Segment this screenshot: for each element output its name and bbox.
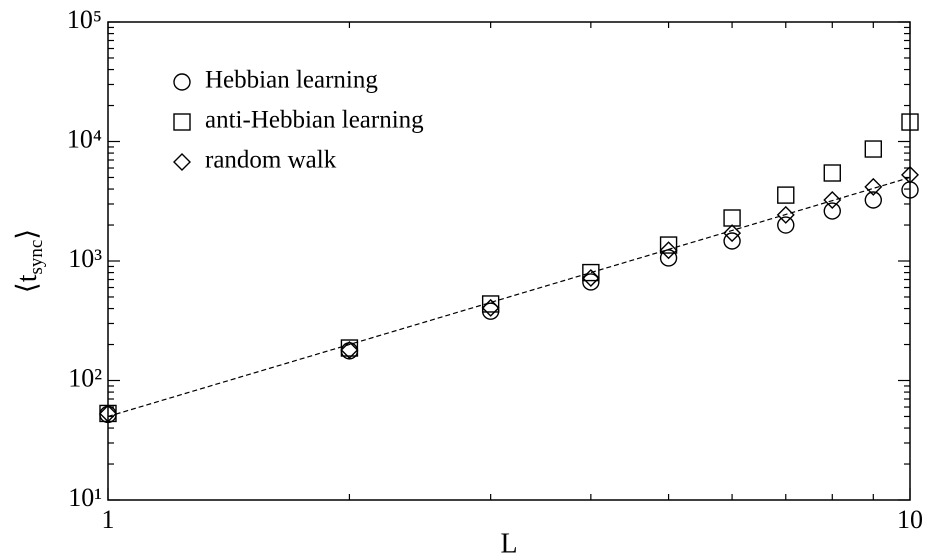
y-label-close: ⟩ xyxy=(12,229,43,240)
point xyxy=(481,295,500,313)
fit-line xyxy=(107,176,911,418)
point xyxy=(777,186,795,204)
y-tick-label: 10⁴ xyxy=(67,124,102,153)
x-tick-label: 1 xyxy=(102,505,115,534)
legend-marker xyxy=(173,113,191,131)
point xyxy=(901,113,919,131)
legend-label: random walk xyxy=(205,147,337,174)
legend-marker xyxy=(173,73,191,91)
x-axis-label: L xyxy=(500,528,517,557)
point xyxy=(864,191,883,209)
y-tick-label: 10³ xyxy=(68,244,102,273)
point xyxy=(864,140,883,158)
point xyxy=(659,236,678,254)
y-tick-label: 10² xyxy=(68,363,102,392)
point xyxy=(582,263,600,282)
point xyxy=(777,216,795,234)
legend-label: anti-Hebbian learning xyxy=(205,107,424,134)
y-tick-label: 10⁵ xyxy=(67,5,102,34)
y-tick-label: 10¹ xyxy=(68,483,102,512)
point xyxy=(823,164,841,182)
point xyxy=(723,224,742,243)
point xyxy=(823,191,842,209)
legend-marker xyxy=(173,153,191,171)
point xyxy=(723,232,741,250)
x-tick-label: 10 xyxy=(897,505,923,534)
y-label-sub: sync xyxy=(26,240,47,275)
point xyxy=(659,241,678,260)
y-axis-label: ⟨tsync⟩ xyxy=(12,229,47,293)
point xyxy=(864,177,883,196)
point xyxy=(99,404,117,423)
point xyxy=(776,205,795,224)
point xyxy=(901,165,919,184)
point xyxy=(481,298,500,317)
point xyxy=(582,273,600,291)
point xyxy=(340,339,359,357)
point xyxy=(659,249,678,267)
point xyxy=(823,202,841,220)
legend-label: Hebbian learning xyxy=(205,67,378,94)
point xyxy=(581,269,600,288)
point xyxy=(723,209,741,227)
y-label-main: ⟨t xyxy=(12,274,43,293)
point xyxy=(340,341,359,359)
